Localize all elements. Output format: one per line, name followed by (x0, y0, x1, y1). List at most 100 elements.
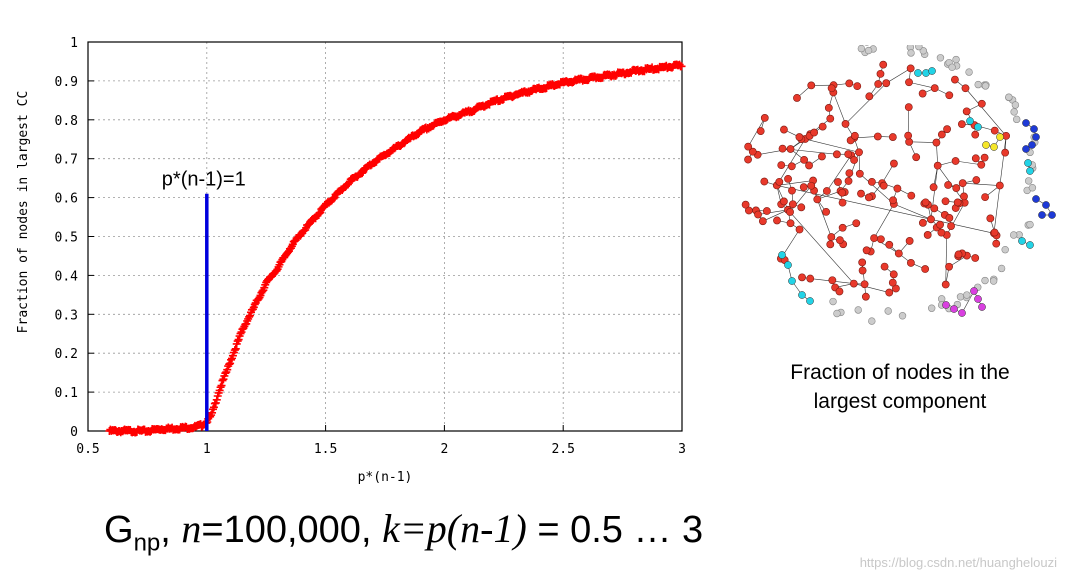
giant-component-node (844, 177, 853, 185)
network-diagram (741, 45, 1056, 325)
isolated-node (898, 312, 907, 320)
network-edge (817, 190, 841, 200)
giant-component-node (795, 133, 804, 141)
isolated-node (1024, 177, 1033, 185)
small-component-cyan-node (798, 291, 806, 299)
giant-component-node (841, 120, 850, 128)
network-edge (907, 107, 910, 136)
small-component-magenta-node (978, 303, 986, 311)
giant-component-node (777, 161, 786, 170)
phase-transition-chart: 0.5 1 1.5 2 2.5 3 0 0.1 0.2 0.3 0.4 0.5 0.6 0.7 0.8 0.9… (16, 36, 686, 485)
giant-component-node (927, 215, 935, 224)
data-point-marker (245, 312, 254, 321)
y-tick-label: 0.8 (55, 114, 78, 129)
giant-component-node (953, 198, 962, 207)
small-component-yellow-node (996, 133, 1004, 141)
giant-component-node (882, 79, 891, 88)
giant-component-node (957, 120, 966, 129)
network-edge (961, 290, 975, 314)
giant-component-node (838, 188, 847, 197)
x-tick-label: 2.5 (551, 442, 574, 457)
network-nodes (741, 45, 1056, 325)
small-component-magenta-node (958, 309, 966, 317)
giant-component-node (923, 231, 932, 239)
watermark-url: https://blog.csdn.net/huanghelouzi (859, 555, 1057, 570)
giant-component-node (918, 218, 927, 227)
giant-component-node (786, 208, 794, 216)
giant-component-node (905, 78, 913, 87)
network-edge (962, 182, 1000, 186)
isolated-node (927, 304, 936, 312)
giant-component-node (885, 240, 894, 249)
giant-component-node (741, 200, 750, 209)
isolated-node (1011, 101, 1020, 109)
giant-component-node (780, 197, 788, 206)
giant-component-node (880, 262, 889, 271)
network-edge (908, 81, 935, 89)
giant-component-node (835, 287, 844, 296)
giant-component-node (756, 127, 765, 135)
giant-component-node (748, 147, 757, 156)
threshold-label: p*(n-1)=1 (162, 169, 246, 191)
network-edge (776, 185, 932, 220)
giant-component-node (907, 259, 915, 267)
isolated-node (1012, 115, 1021, 124)
giant-component-node (850, 131, 859, 140)
network-edge (747, 117, 766, 147)
small-component-magenta-node (970, 287, 978, 295)
isolated-node (937, 295, 946, 303)
network-edge (886, 68, 911, 84)
small-component-blue-node (1022, 145, 1030, 153)
formula-g-subscript: np (133, 529, 161, 557)
data-point-marker (216, 383, 225, 392)
giant-component-node (754, 210, 762, 219)
small-component-blue-node (1042, 201, 1050, 209)
data-point-marker (677, 62, 686, 71)
giant-component-node (838, 223, 847, 232)
giant-component-node (947, 222, 955, 230)
giant-component-node (951, 157, 960, 165)
data-point-marker (234, 335, 243, 344)
network-edge (909, 141, 937, 143)
giant-component-node (888, 133, 897, 141)
giant-component-node (775, 177, 784, 186)
small-component-cyan-node (974, 123, 982, 131)
network-edge (873, 203, 895, 239)
giant-component-node (894, 249, 903, 258)
giant-component-node (867, 177, 876, 186)
giant-component-node (787, 162, 796, 171)
giant-component-node (760, 114, 769, 122)
isolated-node (997, 264, 1006, 273)
isolated-node (915, 45, 923, 51)
giant-component-node (961, 84, 970, 93)
giant-component-node (744, 142, 753, 151)
giant-component-node (784, 174, 792, 183)
data-point-marker (231, 344, 240, 353)
giant-component-node (972, 176, 981, 184)
giant-component-node (827, 233, 836, 241)
y-tick-label: 0.6 (55, 192, 78, 207)
formula-range: = 0.5 … 3 (526, 509, 704, 551)
isolated-node (864, 46, 873, 55)
network-edge (787, 209, 855, 284)
network-edge (757, 209, 789, 215)
data-point-marker (329, 194, 338, 203)
giant-component-node (1001, 148, 1010, 157)
data-point-marker (218, 376, 227, 385)
data-point-marker (217, 381, 226, 390)
isolated-node (965, 68, 973, 76)
giant-component-node (827, 84, 836, 93)
isolated-node (952, 55, 960, 64)
small-component-yellow-node (982, 141, 990, 149)
giant-component-node (758, 217, 767, 226)
giant-component-node (865, 92, 874, 101)
giant-component-node (971, 254, 980, 262)
isolated-node (1028, 184, 1037, 192)
small-component-magenta-node (950, 305, 958, 313)
y-tick-label: 0.9 (55, 75, 78, 90)
data-point-marker (358, 169, 367, 178)
giant-component-node (876, 235, 885, 244)
data-point-marker (233, 337, 242, 346)
giant-component-node (762, 207, 771, 215)
x-axis-label: p*(n-1) (358, 470, 413, 485)
